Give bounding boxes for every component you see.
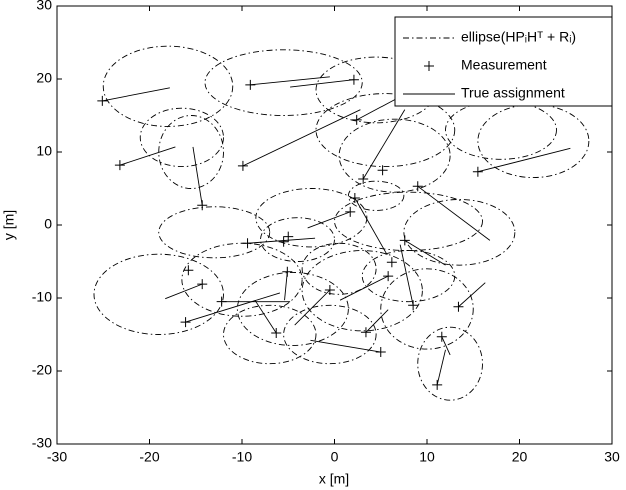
x-tick-label: 0 bbox=[331, 449, 339, 465]
assignment-line bbox=[284, 271, 288, 301]
measurement-marker bbox=[386, 257, 397, 268]
ellipse bbox=[139, 107, 224, 168]
ellipse bbox=[93, 253, 224, 335]
ellipse bbox=[347, 180, 405, 211]
assignment-line bbox=[354, 197, 388, 256]
measurement-marker bbox=[377, 165, 388, 176]
assignment-line bbox=[290, 79, 354, 88]
y-tick-label: -10 bbox=[32, 289, 52, 305]
x-tick-label: 20 bbox=[512, 449, 528, 465]
ellipse bbox=[260, 217, 335, 262]
legend-box bbox=[394, 16, 613, 107]
assignment-line bbox=[165, 283, 203, 300]
y-axis-label: y [m] bbox=[1, 210, 17, 240]
y-tick-label: 20 bbox=[36, 70, 52, 86]
assignment-line bbox=[362, 109, 406, 180]
ellipse bbox=[181, 242, 303, 317]
x-axis-label: x [m] bbox=[319, 471, 349, 487]
ellipse bbox=[403, 199, 516, 266]
y-tick-label: 10 bbox=[36, 143, 52, 159]
assignment-line bbox=[254, 299, 277, 334]
x-tick-label: -30 bbox=[47, 449, 67, 465]
x-tick-label: 10 bbox=[419, 449, 435, 465]
assignment-line bbox=[307, 211, 351, 229]
assignment-line bbox=[399, 244, 414, 306]
legend-label: ellipse(HPᵢHᵀ + Rᵢ) bbox=[461, 29, 576, 45]
assignment-line bbox=[477, 147, 571, 173]
ellipse bbox=[380, 268, 474, 350]
x-tick-label: -10 bbox=[232, 449, 252, 465]
ellipse bbox=[283, 304, 377, 365]
ellipse bbox=[158, 206, 271, 259]
y-tick-label: -20 bbox=[32, 362, 52, 378]
x-tick-label: -20 bbox=[139, 449, 159, 465]
ellipse bbox=[255, 188, 368, 248]
ellipse bbox=[301, 242, 377, 295]
assignment-line bbox=[458, 282, 486, 308]
ellipse bbox=[223, 304, 317, 365]
measurement-marker bbox=[183, 265, 194, 276]
ellipse bbox=[315, 93, 456, 168]
x-tick-label: 30 bbox=[604, 449, 620, 465]
assignment-line bbox=[339, 275, 389, 301]
y-tick-label: 0 bbox=[44, 216, 52, 232]
legend-sample bbox=[424, 61, 434, 71]
assignment-line bbox=[356, 96, 400, 121]
assignment-line bbox=[119, 146, 176, 166]
assignment-line bbox=[102, 87, 170, 102]
legend-label: True assignment bbox=[461, 85, 565, 101]
assignment-line bbox=[436, 349, 446, 385]
measurement-marker bbox=[278, 236, 289, 247]
ellipse bbox=[204, 49, 363, 116]
assignment-line bbox=[242, 109, 361, 167]
assignment-line bbox=[404, 239, 446, 266]
assignment-line bbox=[185, 292, 281, 323]
y-tick-label: -30 bbox=[32, 435, 52, 451]
assignment-line bbox=[247, 237, 316, 244]
ellipse bbox=[301, 250, 423, 332]
assignment-line bbox=[310, 339, 381, 353]
assignment-line bbox=[294, 289, 331, 326]
assignment-line bbox=[417, 185, 491, 241]
assignment-line bbox=[192, 146, 203, 206]
y-tick-label: 30 bbox=[36, 0, 52, 13]
ellipse bbox=[417, 326, 483, 401]
assignment-line bbox=[441, 336, 451, 356]
assignment-line bbox=[365, 309, 389, 333]
ellipse bbox=[361, 250, 456, 303]
assignment-line bbox=[250, 76, 330, 86]
ellipse bbox=[338, 118, 451, 193]
ellipse bbox=[236, 272, 349, 346]
legend-label: Measurement bbox=[461, 57, 547, 73]
